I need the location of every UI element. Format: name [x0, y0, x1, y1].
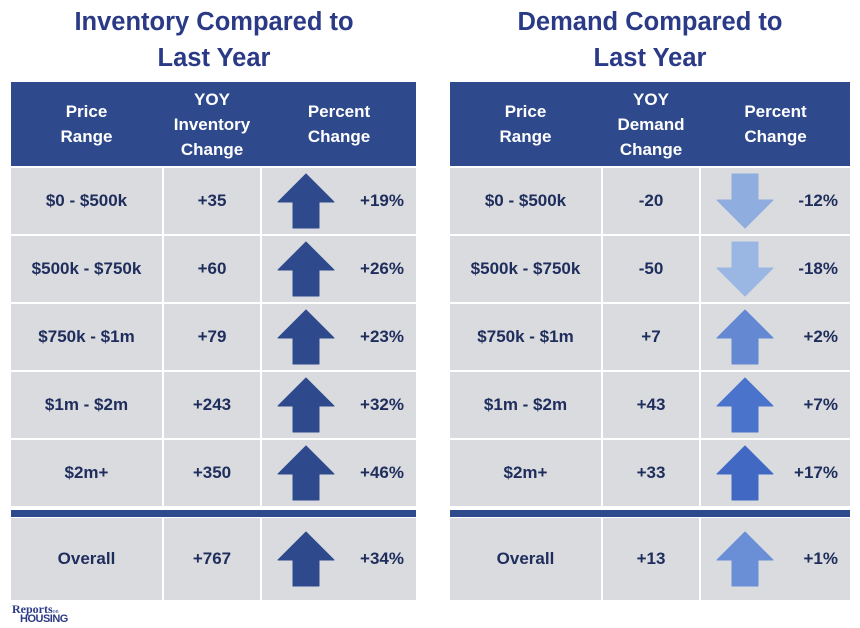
- percent-change-value: +32%: [360, 395, 404, 414]
- yoy-change-cell: -20: [603, 168, 699, 234]
- percent-change-value: -18%: [798, 259, 838, 278]
- yoy-change-cell: +13: [603, 518, 699, 600]
- percent-change-value: +23%: [360, 327, 404, 346]
- percent-change-value: +46%: [360, 463, 404, 482]
- up-arrow-icon: [277, 531, 335, 587]
- price-range-cell: $750k - $1m: [450, 304, 601, 370]
- yoy-change-cell: -50: [603, 236, 699, 302]
- up-arrow-icon: [277, 173, 335, 229]
- percent-change-cell: +19%: [262, 168, 416, 234]
- up-arrow-icon: [277, 309, 335, 365]
- overall-separator: [11, 510, 416, 517]
- percent-change-cell: +34%: [262, 518, 416, 600]
- percent-change-value: +19%: [360, 191, 404, 210]
- price-range-cell: $0 - $500k: [450, 168, 601, 234]
- percent-change-cell: +2%: [701, 304, 850, 370]
- header-percent-change: Percent Change: [744, 102, 807, 146]
- header-yoy-inventory-change: YOY Inventory Change: [173, 89, 251, 159]
- down-arrow-icon: [716, 241, 774, 297]
- percent-change-cell: +32%: [262, 372, 416, 438]
- yoy-change-cell: +79: [164, 304, 260, 370]
- header-yoy-demand-change: YOY Demand Change: [617, 89, 685, 159]
- overall-label: Overall: [11, 518, 162, 600]
- inventory-table-header: [11, 82, 416, 166]
- percent-change-cell: +26%: [262, 236, 416, 302]
- yoy-change-cell: +7: [603, 304, 699, 370]
- percent-change-cell: +17%: [701, 440, 850, 506]
- percent-change-value: +26%: [360, 259, 404, 278]
- price-range-cell: $750k - $1m: [11, 304, 162, 370]
- up-arrow-icon: [277, 445, 335, 501]
- price-range-cell: $1m - $2m: [11, 372, 162, 438]
- demand-title-line2: Last Year: [593, 44, 707, 72]
- inventory-title-line1: Inventory Compared to: [74, 8, 354, 36]
- up-arrow-icon: [716, 377, 774, 433]
- header-price-range: Price Range: [499, 102, 552, 146]
- up-arrow-icon: [716, 309, 774, 365]
- down-arrow-icon: [716, 173, 774, 229]
- up-arrow-icon: [716, 445, 774, 501]
- price-range-cell: $1m - $2m: [450, 372, 601, 438]
- demand-table: Price Range YOY Demand Change Percent Change…: [450, 82, 850, 600]
- yoy-change-cell: +767: [164, 518, 260, 600]
- inventory-table: Price Range YOY Inventory Change Percent Cha…: [11, 82, 416, 600]
- yoy-change-cell: +43: [603, 372, 699, 438]
- demand-title: Demand Compared to Last Year: [440, 4, 860, 76]
- percent-change-value: +34%: [360, 549, 404, 568]
- price-range-cell: $500k - $750k: [450, 236, 601, 302]
- percent-change-cell: -12%: [701, 168, 850, 234]
- percent-change-value: +2%: [803, 327, 839, 346]
- percent-change-value: -12%: [798, 191, 838, 210]
- logo-text-housing: HOUSING: [20, 613, 68, 625]
- percent-change-cell: -18%: [701, 236, 850, 302]
- percent-change-value: +7%: [803, 395, 839, 414]
- price-range-cell: $2m+: [450, 440, 601, 506]
- overall-separator: [450, 510, 850, 517]
- up-arrow-icon: [716, 531, 774, 587]
- demand-table-header: [450, 82, 850, 166]
- inventory-title-line2: Last Year: [157, 44, 271, 72]
- demand-title-line1: Demand Compared to: [517, 8, 783, 36]
- price-range-cell: $2m+: [11, 440, 162, 506]
- inventory-title: Inventory Compared to Last Year: [4, 4, 424, 76]
- percent-change-value: +17%: [794, 463, 838, 482]
- header-percent-change: Percent Change: [307, 102, 371, 146]
- reports-on-housing-logo: Reportson HOUSING: [12, 602, 82, 625]
- up-arrow-icon: [277, 377, 335, 433]
- percent-change-cell: +23%: [262, 304, 416, 370]
- price-range-cell: $500k - $750k: [11, 236, 162, 302]
- yoy-change-cell: +60: [164, 236, 260, 302]
- percent-change-cell: +1%: [701, 518, 850, 600]
- yoy-change-cell: +35: [164, 168, 260, 234]
- price-range-cell: $0 - $500k: [11, 168, 162, 234]
- yoy-change-cell: +350: [164, 440, 260, 506]
- overall-label: Overall: [450, 518, 601, 600]
- up-arrow-icon: [277, 241, 335, 297]
- percent-change-value: +1%: [803, 549, 839, 568]
- logo-text-reports: Reportson: [12, 602, 59, 616]
- yoy-change-cell: +33: [603, 440, 699, 506]
- header-price-range: Price Range: [60, 102, 113, 146]
- yoy-change-cell: +243: [164, 372, 260, 438]
- percent-change-cell: +46%: [262, 440, 416, 506]
- percent-change-cell: +7%: [701, 372, 850, 438]
